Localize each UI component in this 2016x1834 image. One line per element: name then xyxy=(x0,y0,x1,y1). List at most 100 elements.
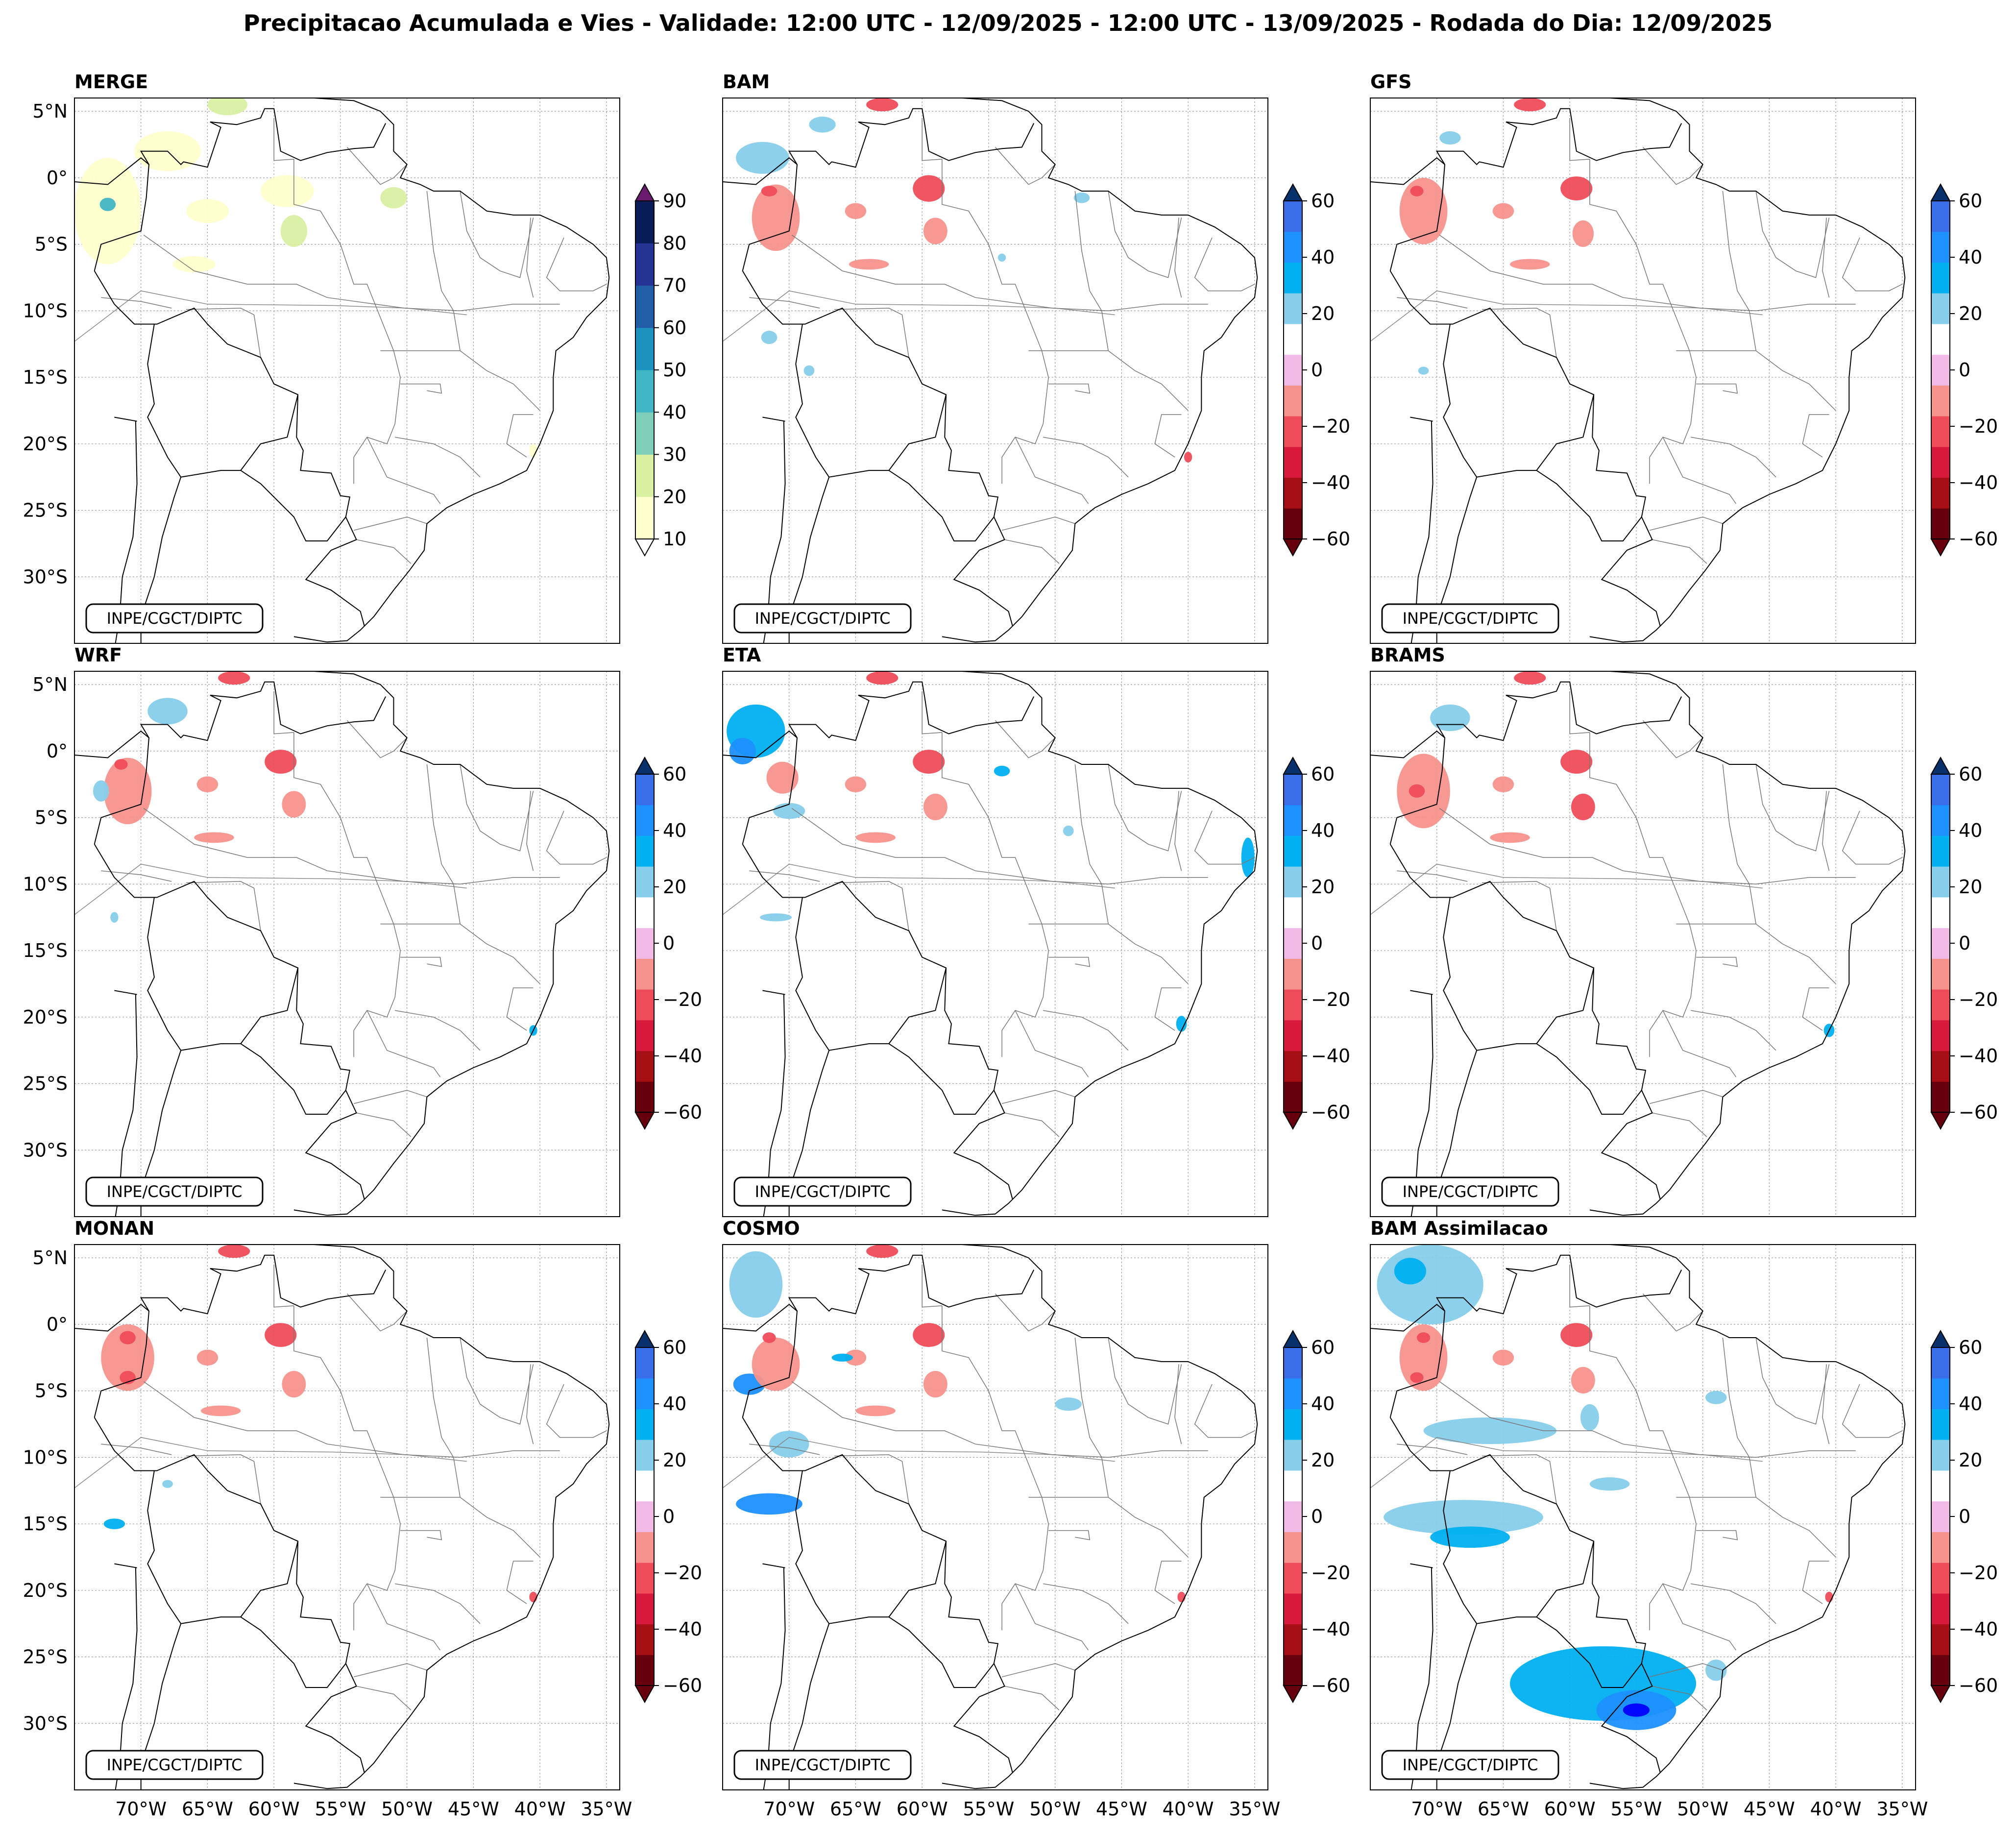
country-border xyxy=(1443,324,1642,541)
colorbar: −60 −40 −20 0 20 40 60 xyxy=(1283,183,1350,557)
lon-tick-label: 45°W xyxy=(1744,1798,1795,1820)
map-frame xyxy=(1370,1244,1916,1790)
data-patch xyxy=(162,1480,173,1488)
state-border xyxy=(346,1293,408,1332)
data-patch xyxy=(1399,1324,1448,1391)
colorbar-tick-label: −20 xyxy=(1959,416,1998,437)
data-patch xyxy=(752,184,800,251)
colorbar-tick-label: 60 xyxy=(1311,763,1335,785)
country-border xyxy=(240,968,299,1044)
data-patch xyxy=(196,1349,219,1366)
state-border xyxy=(1108,1337,1182,1425)
colorbar-tick-label: −40 xyxy=(663,1045,702,1067)
state-border xyxy=(1154,414,1182,458)
data-patch xyxy=(752,1338,800,1391)
data-patch xyxy=(1560,1323,1593,1347)
state-border xyxy=(1001,1090,1075,1104)
colorbar-segment xyxy=(1931,1440,1950,1471)
state-border xyxy=(1174,1364,1182,1444)
colorbar-tick-label: −20 xyxy=(1959,1562,1998,1584)
colorbar-tick-label: −60 xyxy=(1959,528,1998,550)
credit-box: INPE/CGCT/DIPTC xyxy=(85,1176,264,1207)
colorbar-extend-bottom xyxy=(634,538,655,557)
colorbar-segment xyxy=(1931,293,1950,324)
state-border xyxy=(506,414,534,458)
colorbar-segment xyxy=(635,835,654,867)
country-border xyxy=(1370,1303,1445,1332)
data-patch xyxy=(1439,131,1461,145)
data-patch xyxy=(282,791,306,818)
data-patch xyxy=(831,1353,853,1362)
colorbar-segment xyxy=(635,1532,654,1563)
colorbar-tick-label: 20 xyxy=(1311,1449,1335,1471)
state-border xyxy=(1649,1663,1723,1678)
colorbar-segment xyxy=(1931,1378,1950,1409)
colorbar-extend-bottom xyxy=(634,1685,655,1704)
colorbar-segment xyxy=(635,958,654,990)
data-patch xyxy=(1418,367,1429,375)
data-patch xyxy=(1705,1659,1727,1681)
data-patch xyxy=(186,199,229,223)
state-border xyxy=(1048,956,1091,967)
map-background xyxy=(74,1245,620,1790)
data-patch xyxy=(1394,1258,1427,1285)
state-border xyxy=(143,1381,560,1458)
country-border xyxy=(94,681,387,845)
state-border xyxy=(1004,1686,1060,1711)
state-border xyxy=(1015,437,1089,504)
colorbar-segment xyxy=(635,1624,654,1655)
map-area xyxy=(1370,671,1916,1217)
colorbar-tick-label: 40 xyxy=(1311,820,1335,841)
lat-tick-label: 10°S xyxy=(23,1446,68,1468)
state-border xyxy=(1642,720,1703,758)
country-border xyxy=(1443,1470,1642,1688)
colorbar: −60 −40 −20 0 20 40 60 xyxy=(634,756,702,1130)
state-border xyxy=(1569,691,1590,734)
state-border xyxy=(1652,1686,1707,1711)
data-patch xyxy=(1492,776,1514,793)
country-border xyxy=(742,1254,1035,1418)
data-patch xyxy=(1589,1477,1630,1491)
country-border xyxy=(1370,157,1445,185)
coastline xyxy=(942,1245,1258,1789)
lon-tick-label: 55°W xyxy=(963,1798,1014,1820)
state-border xyxy=(526,218,534,298)
credit-label: INPE/CGCT/DIPTC xyxy=(755,1756,891,1774)
colorbar-tick-label: −60 xyxy=(663,1101,702,1123)
state-border xyxy=(1074,1337,1189,1558)
country-border xyxy=(1443,897,1642,1115)
region-line xyxy=(723,290,1115,342)
state-border xyxy=(1722,191,1836,411)
colorbar-segment xyxy=(1931,446,1950,478)
state-border xyxy=(1691,437,1776,478)
colorbar-segment xyxy=(1284,928,1302,959)
data-patch xyxy=(196,776,219,793)
colorbar-tick-label: 40 xyxy=(1311,1393,1335,1415)
map-background xyxy=(74,98,620,643)
lat-tick-label: 5°S xyxy=(35,1380,68,1402)
country-border xyxy=(742,1417,1013,1773)
colorbar-tick-label: 10 xyxy=(663,528,686,550)
colorbar-extend-bottom xyxy=(1930,1685,1951,1704)
data-patch xyxy=(1055,1397,1082,1411)
colorbar-segment xyxy=(1931,1593,1950,1625)
state-border xyxy=(834,881,909,931)
data-patch xyxy=(1417,1332,1431,1343)
credit-label: INPE/CGCT/DIPTC xyxy=(755,609,891,628)
map-area xyxy=(723,1245,1268,1790)
colorbar-segment xyxy=(1284,835,1302,867)
country-border xyxy=(114,1563,137,1568)
data-patch xyxy=(1184,452,1192,463)
colorbar-tick-label: 60 xyxy=(663,763,686,785)
credit-label: INPE/CGCT/DIPTC xyxy=(1403,1756,1538,1774)
state-border xyxy=(1001,516,1075,531)
colorbar: −60 −40 −20 0 20 40 60 xyxy=(1930,1329,1998,1704)
data-patch xyxy=(1510,259,1550,270)
colorbar-segment xyxy=(1284,805,1302,836)
colorbar-tick-label: −60 xyxy=(1311,1675,1350,1696)
lon-tick-label: 40°W xyxy=(1810,1798,1862,1820)
colorbar-tick-label: 40 xyxy=(1959,246,1982,268)
country-border xyxy=(762,1563,785,1568)
colorbar-segment xyxy=(635,1409,654,1440)
colorbar-segment xyxy=(1931,416,1950,447)
